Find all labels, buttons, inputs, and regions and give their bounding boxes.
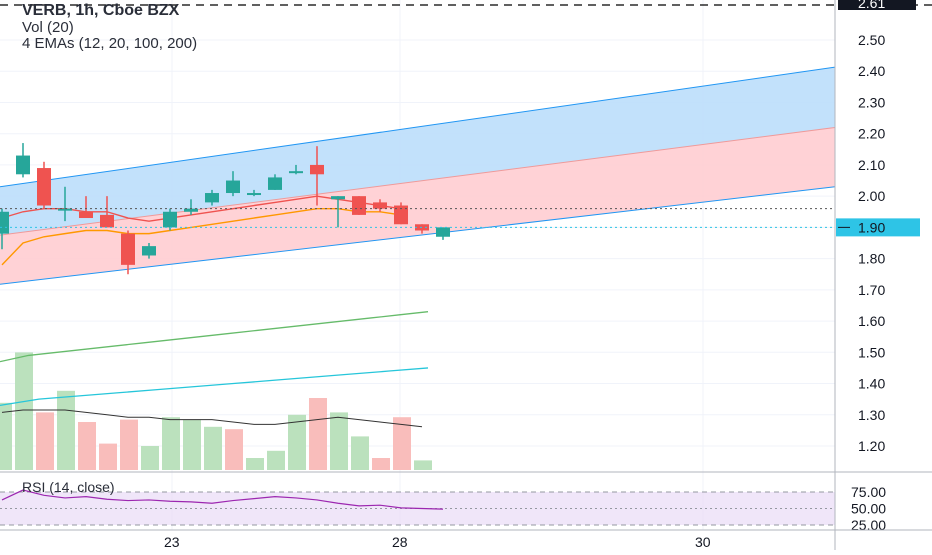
time-tick-label: 30 [695, 534, 711, 550]
candle-body [205, 193, 219, 203]
candle-body [247, 193, 261, 196]
last-price-badge [836, 218, 920, 237]
volume-bar [57, 390, 75, 470]
volume-bar [246, 458, 264, 470]
price-tick-label: 1.40 [858, 376, 885, 392]
rsi-tick-label: 50.00 [851, 501, 886, 517]
rsi-legend[interactable]: RSI (14, close) [22, 479, 115, 495]
volume-bar [309, 398, 327, 470]
candle-body [121, 233, 135, 265]
last-price-badge-label: 1.90 [858, 219, 885, 235]
volume-bar [414, 460, 432, 470]
volume-bar [393, 417, 411, 470]
volume-bar [267, 450, 285, 470]
candle-body [310, 164, 324, 175]
regression-channel-bottom-line [0, 186, 836, 285]
volume-bar [225, 429, 243, 470]
price-tick-label: 1.60 [858, 313, 885, 329]
volume-bar [78, 422, 96, 470]
candle-body [100, 214, 114, 228]
time-tick-label: 28 [392, 534, 408, 550]
candle-body [394, 205, 408, 225]
regression-channel-lower [0, 127, 835, 285]
candle-body [352, 196, 366, 215]
price-tick-label: 1.20 [858, 438, 885, 454]
candle-body [226, 180, 240, 194]
rsi-tick-label: 25.00 [851, 517, 886, 533]
price-tick-label: 2.10 [858, 157, 885, 173]
volume-bar [204, 426, 222, 470]
price-tick-label: 1.80 [858, 251, 885, 267]
price-tick-label: 2.40 [858, 63, 885, 79]
volume-ma-line [1, 409, 423, 428]
candle-body [184, 208, 198, 212]
high-price-badge-label: 2.61 [858, 0, 885, 11]
volume-bar [15, 352, 33, 470]
ema100-line [0, 311, 429, 363]
rsi-tick-label: 75.00 [851, 484, 886, 500]
candle-body [289, 171, 303, 174]
candle-body [142, 246, 156, 256]
regression-channel-top-line [0, 66, 836, 188]
price-tick-label: 2.00 [858, 188, 885, 204]
candle-body [163, 211, 177, 228]
regression-channel-mid-line [0, 126, 836, 236]
ema20-line [1, 207, 402, 266]
volume-bar [99, 443, 117, 470]
candle-body [79, 211, 93, 219]
price-tick-label: 1.30 [858, 407, 885, 423]
candle-body [58, 208, 72, 211]
volume-bar [372, 458, 390, 470]
volume-bar [36, 412, 54, 470]
candle-body [37, 168, 51, 206]
price-tick-label: 1.70 [858, 282, 885, 298]
price-tick-label: 2.50 [858, 32, 885, 48]
candle-body [331, 196, 345, 200]
volume-bar [162, 417, 180, 470]
volume-bar [120, 419, 138, 470]
volume-bar [0, 402, 12, 470]
time-tick-label: 23 [164, 534, 180, 550]
candle-body [373, 202, 387, 209]
volume-bar [288, 414, 306, 470]
candle-body [0, 211, 9, 234]
volume-bar [183, 419, 201, 470]
price-tick-label: 2.20 [858, 126, 885, 142]
price-tick-label: 2.30 [858, 94, 885, 110]
candle-body [16, 155, 30, 175]
candle-body [436, 227, 450, 237]
volume-bar [351, 436, 369, 470]
price-tick-label: 1.50 [858, 344, 885, 360]
ema-legend[interactable]: 4 EMAs (12, 20, 100, 200) [22, 35, 198, 52]
volume-legend[interactable]: Vol (20) [22, 19, 74, 36]
volume-bar [141, 446, 159, 470]
volume-bar [330, 412, 348, 470]
rsi-line [1, 489, 444, 510]
candle-body [268, 177, 282, 190]
symbol-title[interactable]: VERB, 1h, Cboe BZX [22, 2, 180, 19]
ema200-line [0, 367, 429, 407]
high-price-badge [838, 0, 916, 10]
